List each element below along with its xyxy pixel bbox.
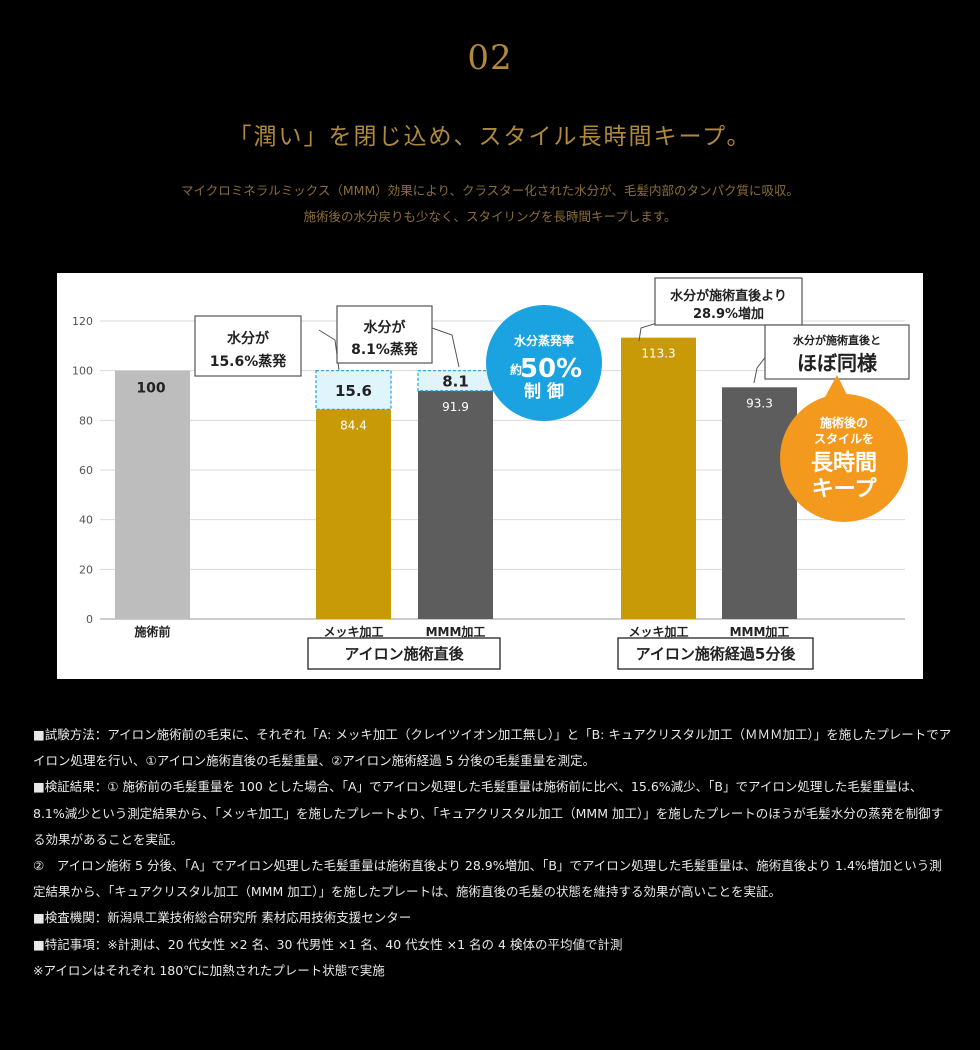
x-category-label: MMM加工 xyxy=(426,624,486,639)
badge-orange-line3: 長時間 xyxy=(811,451,877,476)
y-tick-label: 40 xyxy=(79,514,93,527)
group-label: アイロン施術直後 xyxy=(344,645,464,663)
x-category-label: メッキ加工 xyxy=(323,624,383,639)
bar-chart: 0 20 40 60 80 100 120 100 施術前 84.4 メッキ加工 91.9 MMM加工 1… xyxy=(72,277,910,670)
badge-orange-circle xyxy=(780,394,908,522)
note-iron: ※アイロンはそれぞれ 180℃に加熱されたプレート状態で実施 xyxy=(33,962,385,978)
badge-orange-line4: キープ xyxy=(812,477,878,502)
note-result-1: ■検証結果：① 施術前の毛髪重量を 100 とした場合、「A」でアイロン処理した… xyxy=(33,779,944,847)
x-category-label: メッキ加工 xyxy=(628,624,688,639)
callout-mekki-text: 水分が xyxy=(227,330,270,347)
note-result-2: ② アイロン施術 5 分後、「A」でアイロン処理した毛髪重量は施術直後より 28… xyxy=(33,858,942,900)
note-institution: ■検査機関：新潟県工業技術総合研究所 素材応用技術支援センター xyxy=(33,910,412,926)
callout-increase-box xyxy=(654,277,803,326)
y-tick-label: 80 xyxy=(79,414,93,427)
callout-mmm-box xyxy=(336,305,433,364)
callout-pointer xyxy=(431,327,460,368)
badge-blue-value: 50% xyxy=(520,354,582,384)
bar xyxy=(621,337,696,619)
bar-value-label: 113.3 xyxy=(641,347,675,361)
bar xyxy=(316,409,391,619)
group-label-box xyxy=(307,637,501,670)
badge-blue-line3: 制 御 xyxy=(524,381,564,402)
evaporation-box xyxy=(315,370,392,411)
badge-blue-line1: 水分蒸発率 xyxy=(514,333,574,348)
bar xyxy=(115,370,190,619)
badge-orange-line1: 施術後の xyxy=(820,415,868,430)
bar-value-label: 84.4 xyxy=(340,418,367,432)
callout-mekki-text: 15.6%蒸発 xyxy=(210,353,288,370)
y-tick-label: 60 xyxy=(79,464,93,477)
evaporation-label: 15.6 xyxy=(335,382,372,400)
x-category-label: MMM加工 xyxy=(730,624,790,639)
x-category-label: 施術前 xyxy=(134,624,170,639)
chart-panel: 0 20 40 60 80 100 120 100 施術前 84.4 メッキ加工 91.9 MMM加工 1… xyxy=(57,273,923,679)
bar xyxy=(722,387,797,619)
callout-same-large: ほぼ同様 xyxy=(797,351,878,375)
callout-pointer xyxy=(318,329,340,371)
group-label: アイロン施術経過5分後 xyxy=(636,645,797,663)
y-tick-label: 100 xyxy=(72,365,93,378)
bar-value-label: 100 xyxy=(136,381,165,397)
intro-text: マイクロミネラルミックス（MMM）効果により、クラスター化された水分が、毛髪内部… xyxy=(0,178,980,230)
group-label-box xyxy=(617,637,814,670)
note-method: ■試験方法：アイロン施術前の毛束に、それぞれ「A: メッキ加工（クレイツイオン加… xyxy=(33,727,952,769)
callout-increase-text: 28.9%増加 xyxy=(693,306,764,322)
evaporation-label: 8.1 xyxy=(442,373,469,391)
callout-mekki-box xyxy=(194,315,302,377)
y-tick-label: 120 xyxy=(72,315,93,328)
bar-value-label: 91.9 xyxy=(442,400,469,414)
bar-value-label: 93.3 xyxy=(746,396,773,410)
badge-blue-circle xyxy=(486,305,602,421)
badge-blue-prefix: 約 xyxy=(510,362,522,377)
callout-pointer xyxy=(638,322,658,342)
badge-orange-line2: スタイルを xyxy=(814,432,874,446)
y-tick-label: 20 xyxy=(79,563,93,576)
callout-mmm-text: 水分が xyxy=(364,319,407,336)
section-headline: 「潤い」を閉じ込め、スタイル長時間キープ。 xyxy=(228,124,752,150)
callout-same-small: 水分が施術直後と xyxy=(793,333,881,347)
y-tick-label: 0 xyxy=(86,613,93,626)
callout-increase-text: 水分が施術直後より xyxy=(670,288,787,304)
intro-line: マイクロミネラルミックス（MMM）効果により、クラスター化された水分が、毛髪内部… xyxy=(181,183,799,198)
callout-pointer xyxy=(753,354,768,384)
intro-line: 施術後の水分戻りも少なく、スタイリングを長時間キープします。 xyxy=(303,209,677,224)
callout-same-box xyxy=(764,324,910,380)
test-notes: ■試験方法：アイロン施術前の毛束に、それぞれ「A: メッキ加工（クレイツイオン加… xyxy=(33,722,953,984)
note-special: ■特記事項：※計測は、20 代女性 ×2 名、30 代男性 ×1 名、40 代女… xyxy=(33,936,623,952)
callout-mmm-text: 8.1%蒸発 xyxy=(351,341,419,358)
bar xyxy=(418,390,493,619)
section-number: 02 xyxy=(467,38,513,78)
badge-orange-tail xyxy=(825,375,847,397)
